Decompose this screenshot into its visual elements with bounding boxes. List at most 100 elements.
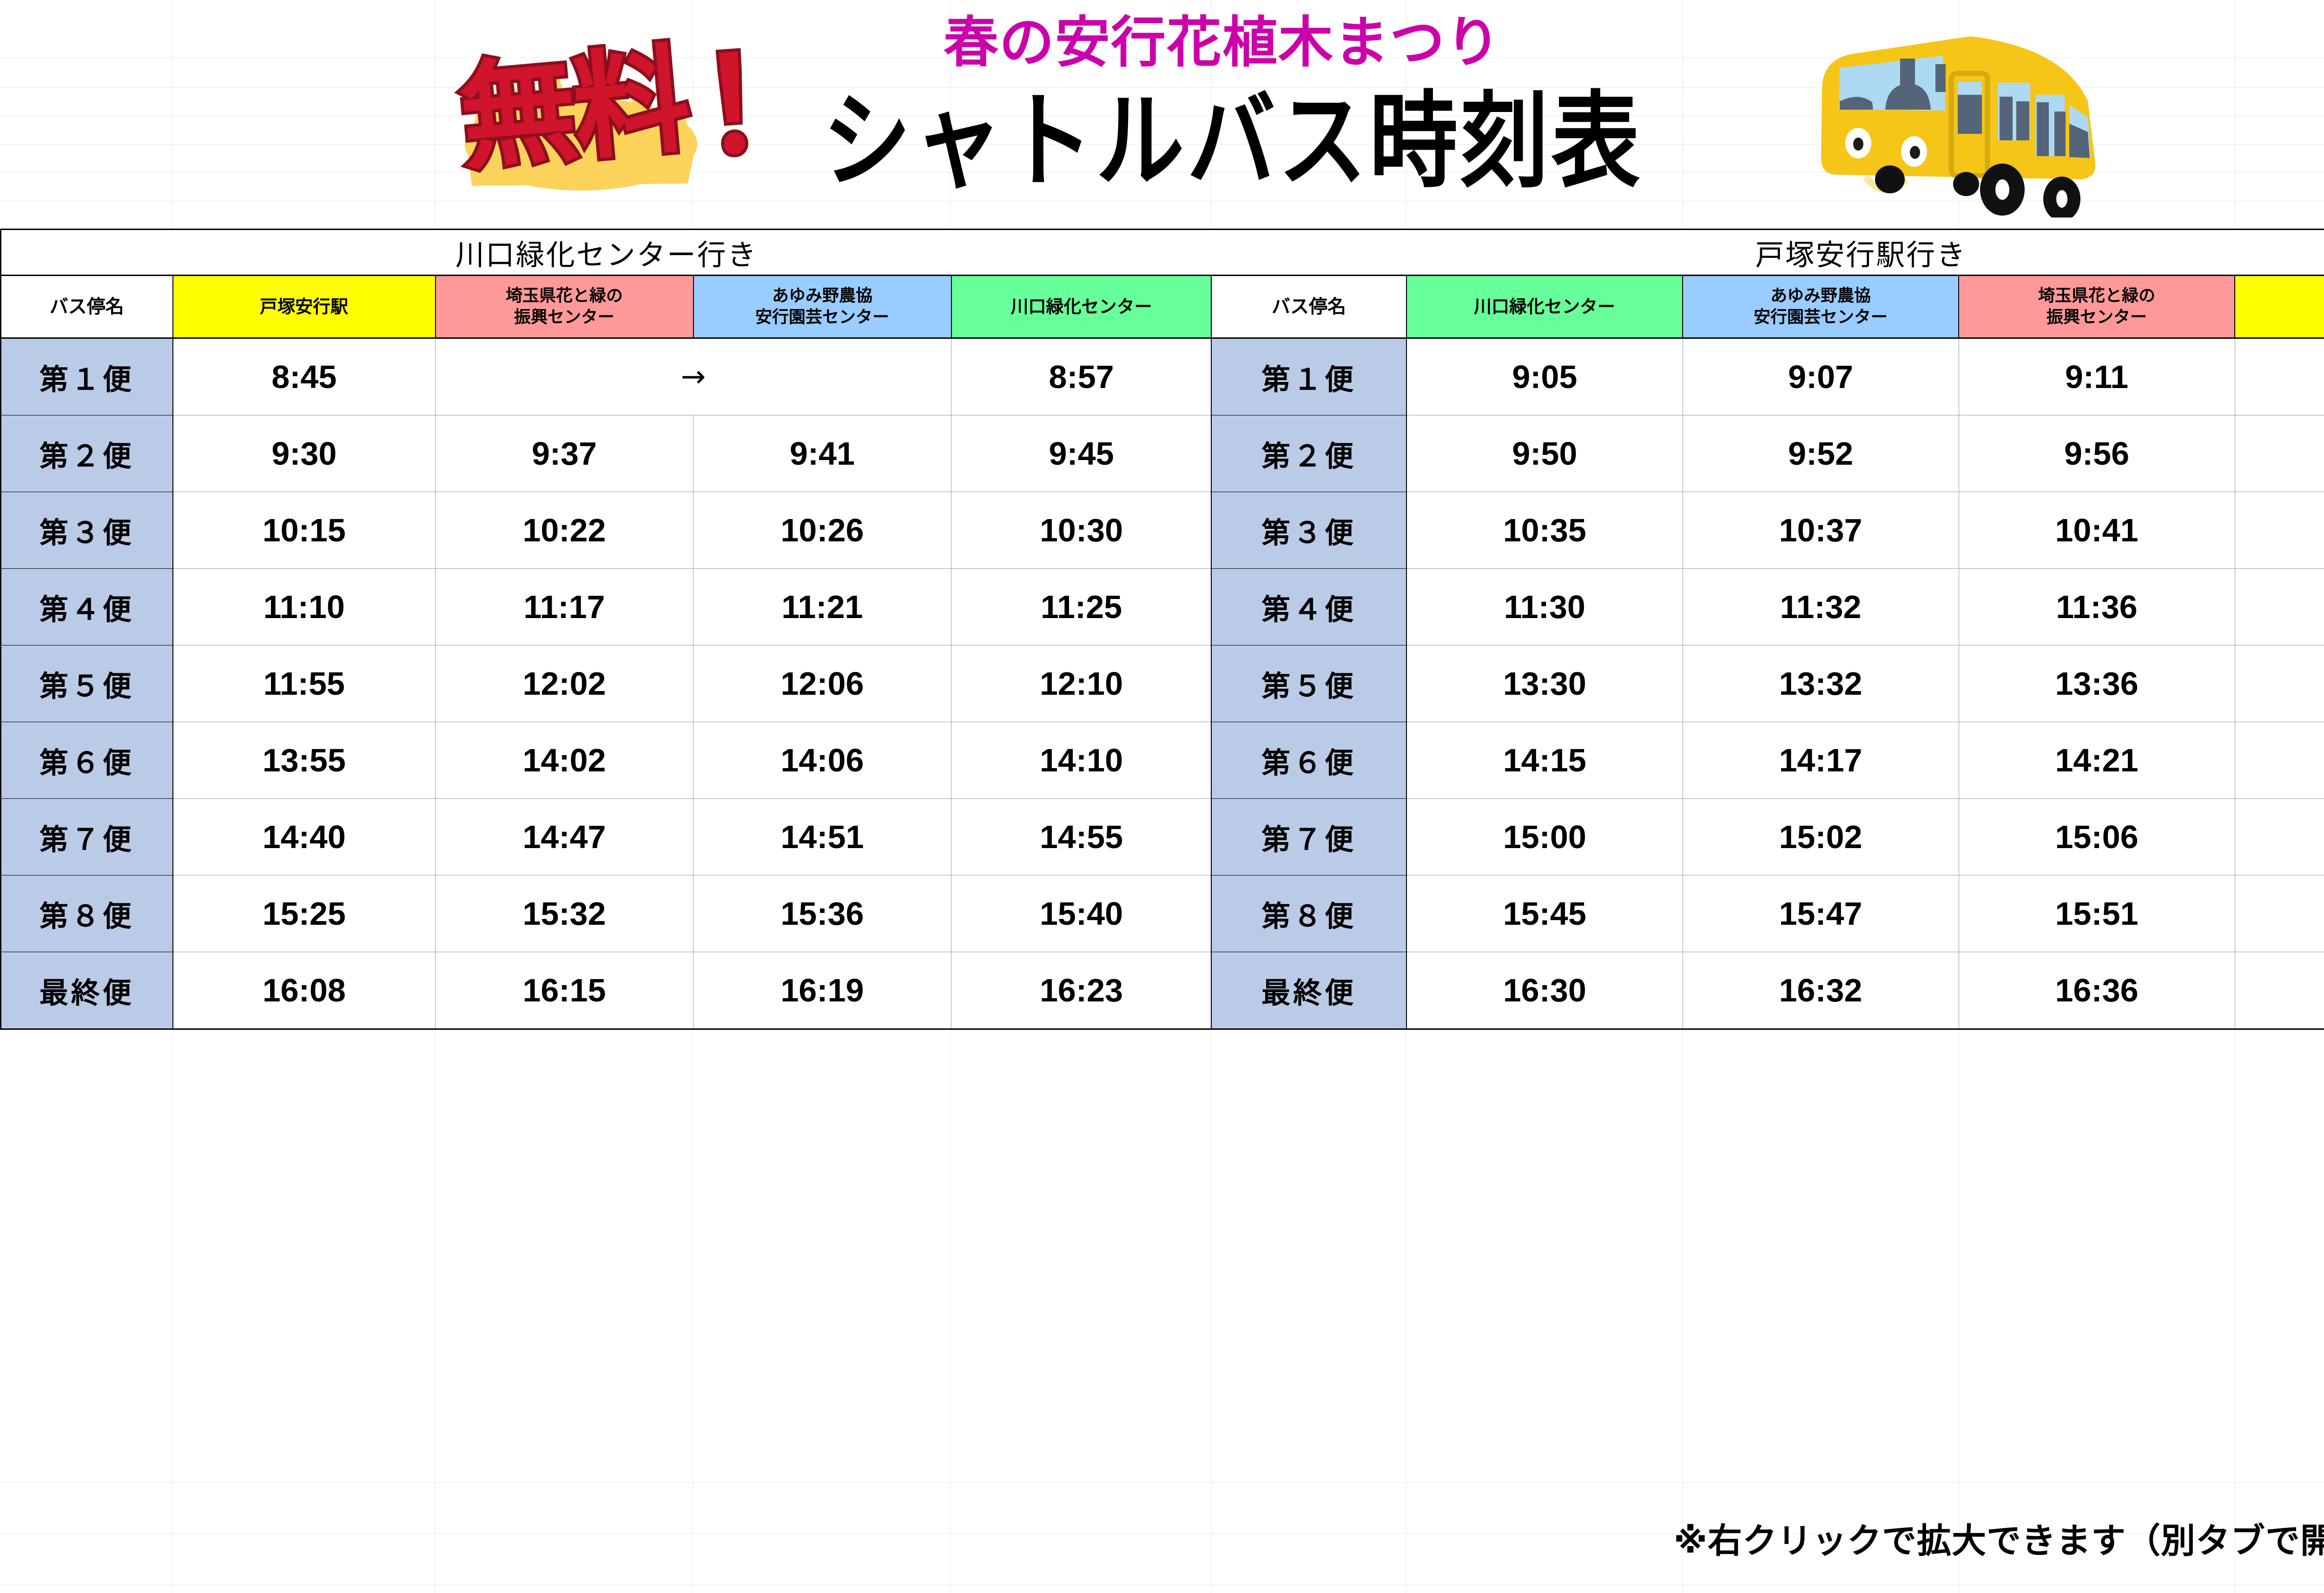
table-row: 第３便 10:15 10:22 10:26 10:30 [0,492,1212,569]
column-header-outbound-2: 埼玉県花と緑の 振興センター [435,275,694,339]
time-cell: 14:55 [951,798,1212,875]
time-cell: 9:50 [1406,415,1683,492]
direction-header-outbound: 川口緑化センター行き [0,229,1212,276]
trip-label: 第３便 [0,492,173,569]
timetable-inbound: 戸塚安行駅行き バス停名 川口緑化センター あゆみ野農協 安行園芸センター 埼玉県花と緑の… [1211,229,2324,1030]
column-header-line: 埼玉県花と緑の [2038,286,2155,305]
timetable-outbound: 川口緑化センター行き バス停名 戸塚安行駅 埼玉県花と緑の 振興センター あゆみ野農協 安行… [0,229,1212,1030]
festival-title: 春の安行花植木まつり [944,10,1502,74]
time-cell: 11:17 [435,568,693,645]
table-row: 第４便 11:10 11:17 11:21 11:25 [0,568,1212,645]
column-header-line: 安行園芸センター [1753,308,1888,327]
time-cell: 13:30 [1406,645,1683,722]
time-cell: 13:32 [1682,645,1959,722]
time-cell: 15:45 [1406,875,1683,952]
time-cell: 14:17 [1682,722,1959,799]
time-cell: 14:21 [1958,722,2235,799]
time-cell: 14:47 [435,798,693,875]
time-cell: 9:18 [2234,337,2324,415]
time-cell: 14:02 [435,722,693,799]
trip-label: 第２便 [0,415,173,492]
table-row: 第２便 9:30 9:37 9:41 9:45 [0,415,1212,492]
time-cell: 10:13 [2234,415,2324,492]
bus-icon [1803,4,2110,217]
time-cell: 15:13 [2234,798,2324,875]
time-cell: 14:06 [693,722,951,799]
trip-label: 第８便 [1211,875,1407,952]
trip-label: 第２便 [1211,415,1407,492]
skip-arrow-icon: → [435,337,951,415]
time-cell: 11:25 [951,568,1212,645]
time-cell: 14:51 [693,798,951,875]
time-cell: 9:07 [1682,337,1959,415]
time-cell: 15:02 [1682,798,1959,875]
table-row: 第１便 8:45 → 8:57 [0,337,1212,415]
column-header-line: 埼玉県花と緑の [505,286,623,305]
time-cell: 16:19 [693,952,951,1030]
time-cell: 14:15 [1406,722,1683,799]
time-cell: 11:55 [172,645,436,722]
time-cell: 9:30 [172,415,436,492]
time-cell: 13:55 [172,722,436,799]
table-row: 第５便 11:55 12:02 12:06 12:10 [0,645,1212,722]
time-cell: 9:56 [1958,415,2235,492]
time-cell: 11:43 [2234,568,2324,645]
time-cell: 15:58 [2234,875,2324,952]
direction-row: 川口緑化センター行き [0,229,1212,276]
time-cell: 14:40 [172,798,436,875]
time-cell: 11:30 [1406,568,1683,645]
trip-label: 第５便 [1211,645,1407,722]
time-cell: 11:10 [172,568,436,645]
time-cell: 12:02 [435,645,693,722]
time-cell: 16:23 [951,952,1212,1030]
trip-label: 第６便 [0,722,173,799]
trip-label: 第７便 [0,798,173,875]
time-cell: 15:40 [951,875,1212,952]
time-cell: 14:28 [2234,722,2324,799]
time-cell: 16:43 [2234,952,2324,1030]
column-header-row: バス停名 戸塚安行駅 埼玉県花と緑の 振興センター あゆみ野農協 安行園芸センター 川口緑化… [0,275,1212,339]
time-cell: 13:36 [1958,645,2235,722]
time-cell: 10:22 [435,492,693,569]
time-cell: 10:35 [1406,492,1683,569]
time-cell: 9:45 [951,415,1212,492]
time-cell: 11:32 [1682,568,1959,645]
time-cell: 10:41 [1958,492,2235,569]
column-header-inbound-3: 埼玉県花と緑の 振興センター [1958,275,2235,339]
time-cell: 15:25 [172,875,436,952]
time-cell: 9:37 [435,415,693,492]
trip-label: 第６便 [1211,722,1407,799]
trip-label: 第８便 [0,875,173,952]
trip-label: 第３便 [1211,492,1407,569]
timetable-outbound-body: 川口緑化センター行き バス停名 戸塚安行駅 埼玉県花と緑の 振興センター あゆみ野農協 安行… [0,229,1212,1030]
time-cell: 9:41 [693,415,951,492]
time-cell: 14:10 [951,722,1212,799]
column-header-inbound-2: あゆみ野農協 安行園芸センター [1682,275,1959,339]
column-header-inbound-1: 川口緑化センター [1406,275,1683,339]
column-header-inbound-4: 戸塚安行駅 [2234,275,2324,339]
column-header-row: バス停名川口緑化センターあゆみ野農協安行園芸センター埼玉県花と緑の振興センター戸… [1211,275,2324,339]
direction-header-inbound: 戸塚安行駅行き [1211,229,2324,276]
timetable-inbound-body: 戸塚安行駅行き バス停名 川口緑化センター あゆみ野農協 安行園芸センター 埼玉県花と緑の… [1211,229,2324,1030]
column-header-outbound-0: バス停名 [0,275,173,339]
free-badge-text: 無料 [455,32,693,186]
time-cell: 15:51 [1958,875,2235,952]
column-header-line: 振興センター [2046,308,2147,327]
footer-note: ※右クリックで拡大できます（別タブで開きます）。 [1674,1521,2324,1561]
time-cell: 10:26 [693,492,951,569]
trip-label: 第４便 [1211,568,1407,645]
trip-label: 第１便 [0,337,173,415]
time-cell: 9:05 [1406,337,1683,415]
time-cell: 13:43 [2234,645,2324,722]
column-header-line: あゆみ野農協 [1770,286,1871,305]
column-header-line: 振興センター [514,308,614,327]
trip-label: 最終便 [1211,952,1407,1030]
time-cell: 16:32 [1682,952,1959,1030]
time-cell: 15:00 [1406,798,1683,875]
